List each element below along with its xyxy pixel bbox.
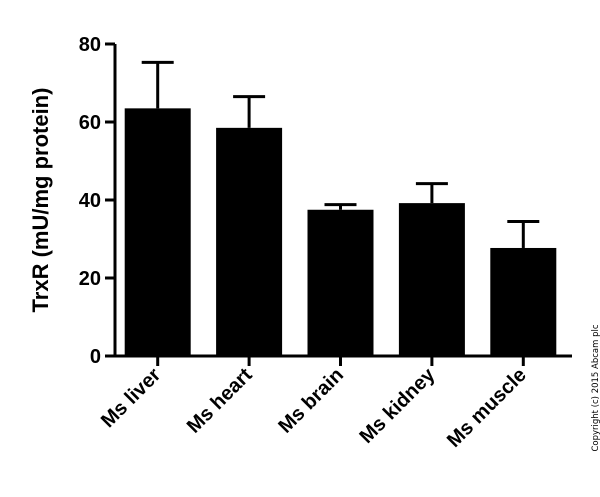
bar [124,108,191,356]
y-axis: 0 20 40 60 80 [79,34,117,368]
y-tick-label: 40 [79,190,101,212]
bar [398,203,465,356]
y-tick-label: 20 [79,268,101,290]
x-tick-label: Ms kidney [355,363,440,448]
x-axis: Ms liver Ms heart Ms brain Ms kidney Ms musc… [97,354,572,452]
y-tick-label: 60 [79,112,101,134]
x-tick-label: Ms liver [97,364,165,432]
y-tick-label: 0 [90,346,101,368]
x-tick-label: Ms heart [183,364,257,438]
bar [216,127,283,356]
bar [490,247,557,356]
x-tick-label: Ms brain [274,364,348,438]
copyright-text: Copyright (c) 2015 Abcam plc [591,324,600,451]
error-bars [141,60,540,248]
x-tick-label: Ms muscle [443,364,531,452]
bar [307,209,374,356]
bars [124,108,557,356]
y-axis-label: TrxR (mU/mg protein) [28,88,53,313]
y-tick-label: 80 [79,34,101,56]
